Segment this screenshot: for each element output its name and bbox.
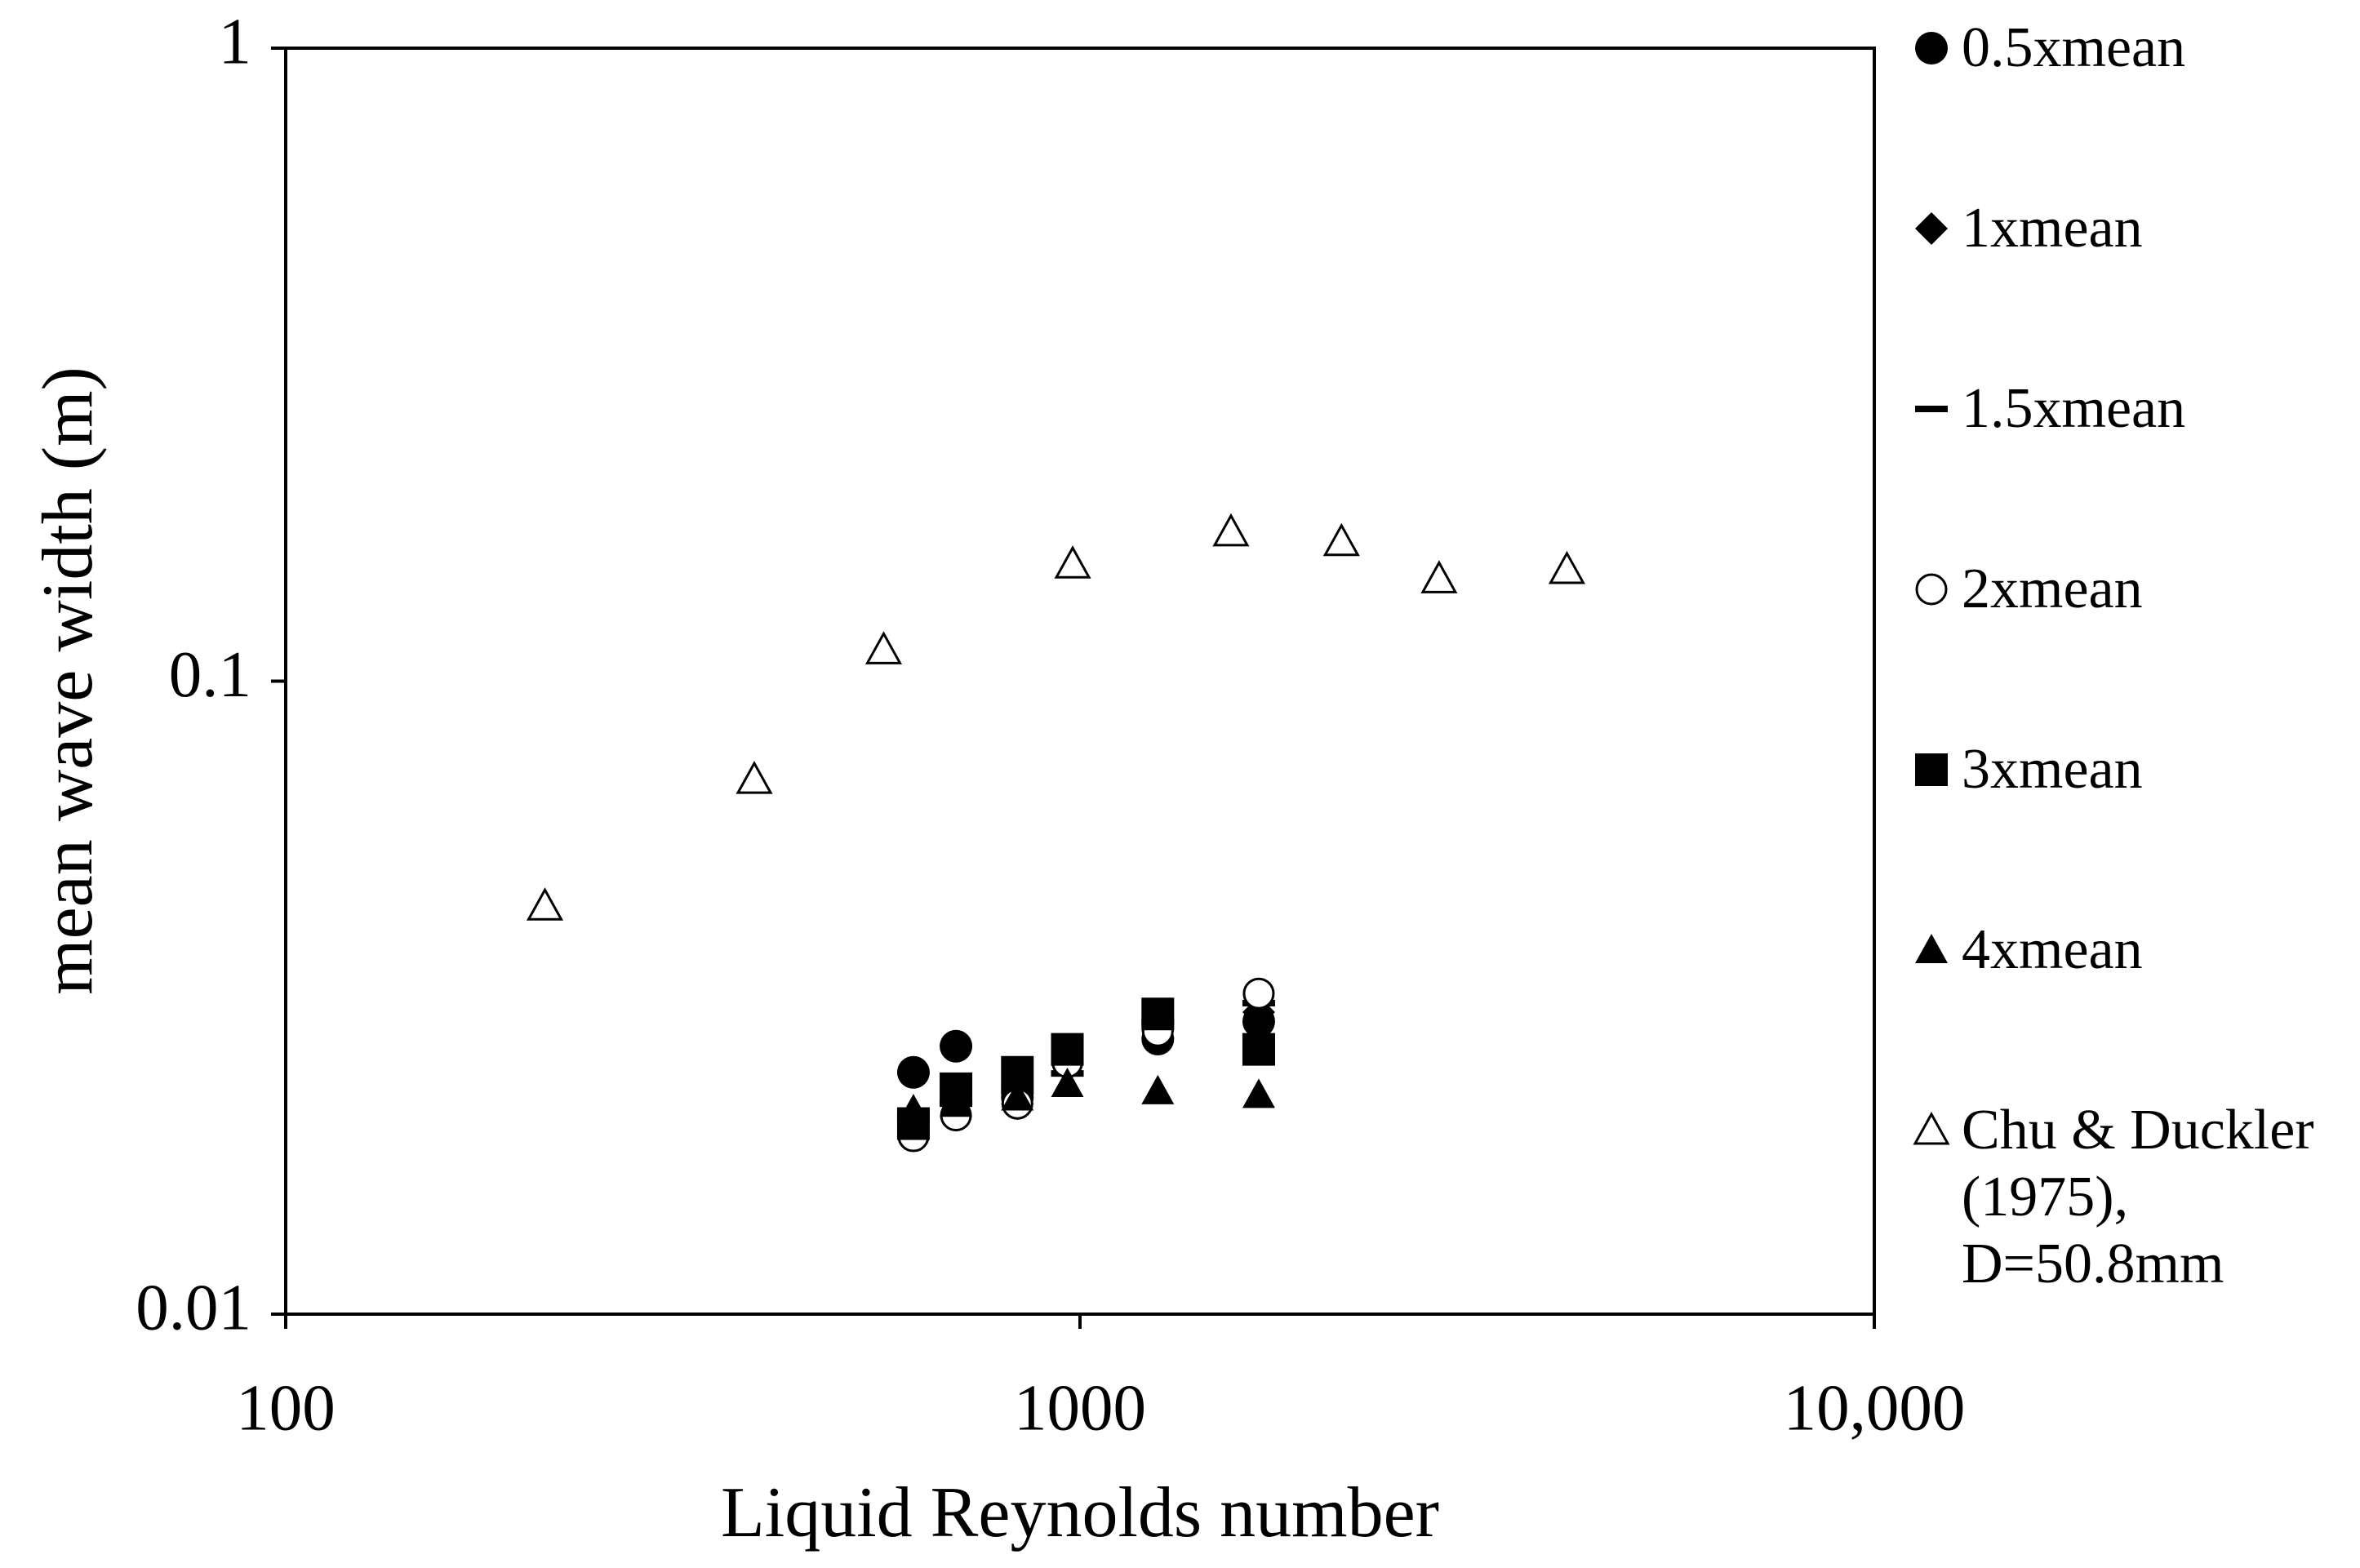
data-point (1141, 1074, 1175, 1104)
data-point (896, 1094, 930, 1124)
x-tick-label: 1000 (1014, 1371, 1146, 1445)
legend-marker (1915, 573, 1948, 606)
legend-marker (1915, 32, 1948, 64)
x-axis-title: Liquid Reynolds number (721, 1473, 1439, 1552)
legend-label: Chu & Duckler (1975), D=50.8mm (1962, 1099, 2314, 1295)
y-tick-label: 1 (219, 5, 252, 78)
data-point (1242, 1033, 1275, 1066)
data-point (1322, 522, 1360, 557)
x-tick-label: 100 (236, 1371, 336, 1445)
legend-marker (1915, 753, 1948, 786)
legend-label: 2xmean (1962, 557, 2143, 620)
legend-marker (1913, 1111, 1950, 1145)
data-point (896, 1055, 930, 1089)
data-point (1548, 550, 1585, 584)
data-point (1051, 1033, 1084, 1066)
data-point (1141, 997, 1175, 1031)
y-tick-label: 0.01 (136, 1271, 251, 1344)
data-point (940, 1087, 973, 1117)
data-point (864, 631, 903, 664)
legend-label: 3xmean (1962, 738, 2143, 801)
data-point (1051, 1068, 1084, 1098)
data-point (1242, 1078, 1275, 1108)
data-point (1212, 513, 1250, 547)
data-point (1420, 560, 1458, 593)
legend-label: 1.5xmean (1962, 377, 2186, 440)
data-point (1242, 977, 1275, 1010)
legend-marker (1915, 406, 1948, 412)
plot-frame (284, 47, 1876, 1316)
data-point (940, 1029, 973, 1063)
data-point (526, 887, 564, 921)
data-point (736, 761, 773, 794)
data-point (1001, 1081, 1034, 1111)
x-tick-label: 10,000 (1784, 1371, 1966, 1445)
legend-marker (1915, 934, 1948, 963)
legend-label: 4xmean (1962, 918, 2143, 981)
legend-marker (1915, 212, 1948, 245)
y-axis-title: mean wave width (m) (29, 366, 108, 995)
data-point (1054, 545, 1091, 579)
legend-label: 0.5xmean (1962, 16, 2186, 79)
y-tick-label: 0.1 (169, 637, 251, 711)
legend-label: 1xmean (1962, 197, 2143, 260)
